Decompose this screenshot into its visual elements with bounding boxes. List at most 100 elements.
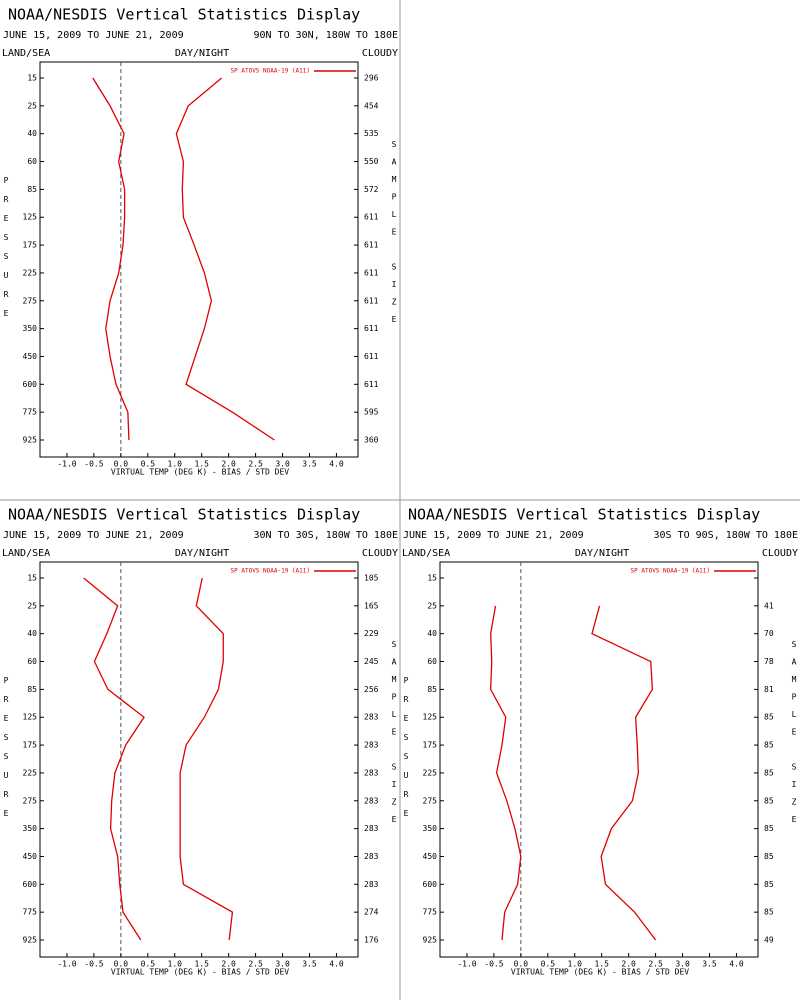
x-tick-label: -0.5 (484, 960, 503, 969)
y-tick-label: 25 (427, 601, 437, 610)
x-axis-label: VIRTUAL TEMP (DEG K) - BIAS / STD DEV (111, 468, 289, 477)
region: 30S TO 90S, 180W TO 180E (654, 530, 799, 541)
chart-panel: NOAA/NESDIS Vertical Statistics Display J… (2, 506, 399, 977)
sample-size: 611 (364, 324, 379, 333)
y-tick-label: 15 (427, 574, 437, 583)
sample-size: 283 (364, 768, 379, 777)
profile-line (83, 577, 145, 941)
legend-label: SP ATOVS NOAA-19 (A11) (231, 68, 310, 75)
x-tick-label: 0.0 (514, 960, 529, 969)
y-tick-label: 600 (423, 880, 438, 889)
y-tick-label: 15 (27, 574, 37, 583)
profile-line (591, 605, 657, 941)
x-tick-label: 0.5 (141, 460, 156, 469)
y-tick-label: 40 (27, 629, 37, 638)
sample-size: 41 (764, 601, 774, 610)
sample-size: 550 (364, 157, 379, 166)
sample-size: 283 (364, 880, 379, 889)
sample-size: 256 (364, 685, 379, 694)
right-header: CLOUDY (362, 48, 398, 59)
x-tick-label: 3.0 (675, 960, 690, 969)
sample-size: 535 (364, 129, 379, 138)
date-range: JUNE 15, 2009 TO JUNE 21, 2009 (403, 530, 584, 541)
x-tick-label: -1.0 (457, 960, 476, 969)
y-tick-label: 275 (23, 296, 38, 305)
sample-size: 611 (364, 213, 379, 222)
sample-size: 81 (764, 685, 774, 694)
y-axis-label: PRESSURE (402, 676, 411, 828)
sample-size: 105 (364, 574, 379, 583)
x-tick-label: 1.0 (568, 960, 583, 969)
profile-line (179, 577, 234, 941)
left-header: LAND/SEA (402, 548, 450, 559)
chart-panel: NOAA/NESDIS Vertical Statistics Display J… (2, 6, 399, 477)
y-tick-label: 60 (27, 157, 37, 166)
sample-size: 85 (764, 852, 774, 861)
legend-label: SP ATOVS NOAA-19 (A11) (231, 568, 310, 575)
y-tick-label: 775 (423, 908, 438, 917)
y2-axis-label: SAMPLE SIZE (390, 140, 399, 333)
y-axis-label: PRESSURE (2, 676, 11, 828)
x-tick-label: -0.5 (84, 960, 103, 969)
x-tick-label: 0.5 (541, 960, 556, 969)
center-header: DAY/NIGHT (575, 548, 629, 559)
y-tick-label: 925 (23, 936, 38, 945)
x-axis-label: VIRTUAL TEMP (DEG K) - BIAS / STD DEV (111, 968, 289, 977)
x-tick-label: -1.0 (57, 960, 76, 969)
right-header: CLOUDY (762, 548, 798, 559)
plot-frame (39, 561, 359, 958)
sample-size: 85 (764, 796, 774, 805)
x-tick-label: -0.5 (84, 460, 103, 469)
sample-size: 49 (764, 936, 774, 945)
sample-size: 85 (764, 768, 774, 777)
y-axis-label: PRESSURE (2, 176, 11, 328)
left-header: LAND/SEA (2, 48, 50, 59)
y-tick-label: 175 (23, 741, 38, 750)
y-tick-label: 925 (23, 436, 38, 445)
sample-size: 245 (364, 657, 379, 666)
y-tick-label: 450 (423, 852, 438, 861)
x-tick-label: 3.5 (302, 460, 317, 469)
sample-size: 283 (364, 796, 379, 805)
x-tick-label: 1.0 (168, 460, 183, 469)
sample-size: 283 (364, 852, 379, 861)
x-tick-label: 3.5 (302, 960, 317, 969)
profile-line (175, 77, 275, 441)
x-tick-label: 2.5 (248, 460, 263, 469)
x-tick-label: 2.0 (621, 960, 636, 969)
sample-size: 454 (364, 101, 379, 110)
region: 90N TO 30N, 180W TO 180E (254, 30, 399, 41)
sample-size: 78 (764, 657, 774, 666)
y2-axis-label: SAMPLE SIZE (390, 640, 399, 833)
sample-size: 611 (364, 268, 379, 277)
sample-size: 283 (364, 713, 379, 722)
y-tick-label: 600 (23, 880, 38, 889)
y-tick-label: 225 (23, 768, 38, 777)
date-range: JUNE 15, 2009 TO JUNE 21, 2009 (3, 30, 184, 41)
x-tick-label: 2.0 (221, 460, 236, 469)
x-tick-label: 4.0 (329, 460, 344, 469)
y-tick-label: 450 (23, 352, 38, 361)
sample-size: 296 (364, 74, 379, 83)
sample-size: 595 (364, 408, 379, 417)
sample-size: 85 (764, 713, 774, 722)
x-tick-label: 2.5 (248, 960, 263, 969)
date-range: JUNE 15, 2009 TO JUNE 21, 2009 (3, 530, 184, 541)
x-tick-label: 1.0 (168, 960, 183, 969)
y-tick-label: 60 (27, 657, 37, 666)
legend-label: SP ATOVS NOAA-19 (A11) (631, 568, 710, 575)
sample-size: 274 (364, 908, 379, 917)
y-tick-label: 85 (27, 185, 37, 194)
y-tick-label: 775 (23, 908, 38, 917)
x-tick-label: 0.0 (114, 460, 129, 469)
profile-line (490, 605, 522, 941)
y-tick-label: 350 (23, 324, 38, 333)
y-tick-label: 600 (23, 380, 38, 389)
y-tick-label: 125 (23, 213, 38, 222)
sample-size: 611 (364, 241, 379, 250)
y2-axis-label: SAMPLE SIZE (790, 640, 799, 833)
sample-size: 611 (364, 380, 379, 389)
sample-size: 283 (364, 741, 379, 750)
y-tick-label: 225 (23, 268, 38, 277)
